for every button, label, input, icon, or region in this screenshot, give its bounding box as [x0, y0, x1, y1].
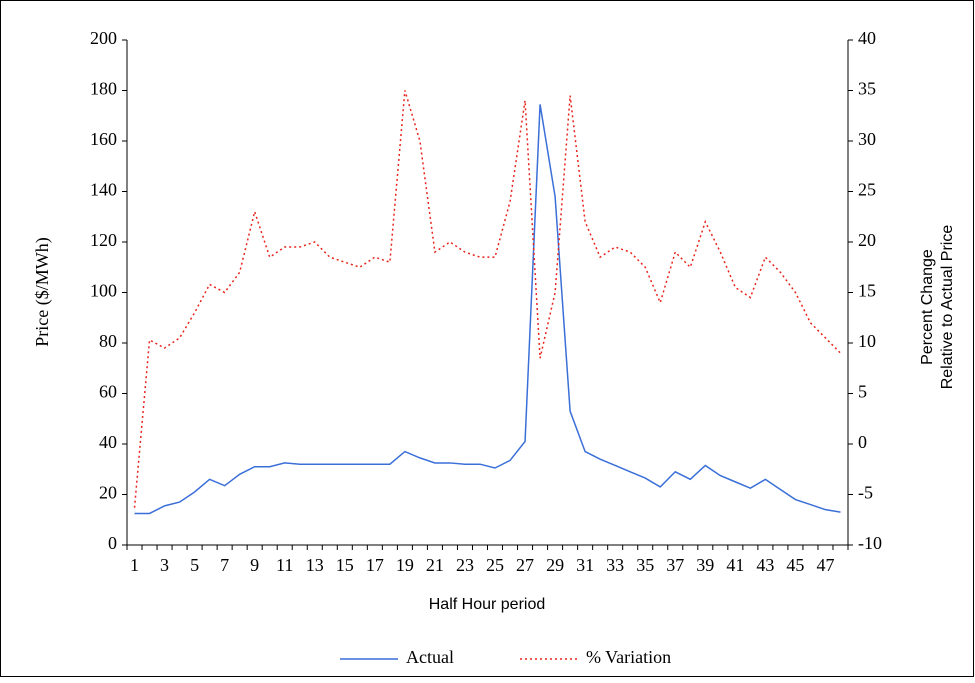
legend-label: % Variation — [586, 647, 671, 667]
y2-tick-label: -10 — [858, 533, 882, 553]
x-tick-label: 17 — [366, 555, 384, 575]
y-tick-label: 0 — [108, 533, 117, 553]
x-tick-label: 7 — [220, 555, 229, 575]
x-tick-label: 9 — [250, 555, 259, 575]
y-tick-label: 120 — [90, 230, 117, 250]
legend-label: Actual — [406, 647, 454, 667]
x-tick-label: 29 — [546, 555, 564, 575]
y-tick-label: 200 — [90, 28, 117, 48]
y2-tick-label: 15 — [858, 281, 876, 301]
y-tick-label: 20 — [99, 483, 117, 503]
y-tick-label: 60 — [99, 382, 117, 402]
x-tick-label: 23 — [456, 555, 474, 575]
x-tick-label: 41 — [726, 555, 744, 575]
x-axis-label: Half Hour period — [429, 596, 546, 613]
x-tick-label: 27 — [516, 555, 534, 575]
y2-tick-label: 30 — [858, 129, 876, 149]
y2-tick-label: -5 — [858, 483, 873, 503]
y2-axis-label: Percent Change — [919, 249, 936, 365]
y-tick-label: 180 — [90, 79, 117, 99]
x-tick-label: 11 — [276, 555, 293, 575]
x-tick-label: 33 — [606, 555, 624, 575]
x-tick-label: 21 — [426, 555, 444, 575]
x-tick-label: 1 — [130, 555, 139, 575]
y2-tick-label: 35 — [858, 79, 876, 99]
x-tick-label: 19 — [396, 555, 414, 575]
y2-tick-label: 25 — [858, 180, 876, 200]
y2-tick-label: 20 — [858, 230, 876, 250]
x-tick-label: 39 — [696, 555, 714, 575]
x-tick-label: 25 — [486, 555, 504, 575]
x-tick-label: 5 — [190, 555, 199, 575]
x-tick-label: 3 — [160, 555, 169, 575]
y-tick-label: 80 — [99, 331, 117, 351]
x-tick-label: 47 — [816, 555, 834, 575]
x-tick-label: 35 — [636, 555, 654, 575]
y-tick-label: 40 — [99, 432, 117, 452]
y2-tick-label: 0 — [858, 432, 867, 452]
y-axis-label: Price ($/MWh) — [32, 237, 53, 346]
series-line — [134, 104, 841, 515]
x-tick-label: 37 — [666, 555, 684, 575]
x-tick-label: 45 — [786, 555, 804, 575]
x-tick-label: 31 — [576, 555, 594, 575]
y2-tick-label: 5 — [858, 382, 867, 402]
y2-axis-label: Relative to Actual Price — [939, 225, 956, 390]
x-tick-label: 43 — [756, 555, 774, 575]
y2-tick-label: 10 — [858, 331, 876, 351]
series-line — [133, 90, 842, 508]
y2-tick-label: 40 — [858, 28, 876, 48]
x-tick-label: 13 — [306, 555, 324, 575]
y-tick-label: 100 — [90, 281, 117, 301]
x-tick-label: 15 — [336, 555, 354, 575]
y-tick-label: 160 — [90, 129, 117, 149]
y-tick-label: 140 — [90, 180, 117, 200]
